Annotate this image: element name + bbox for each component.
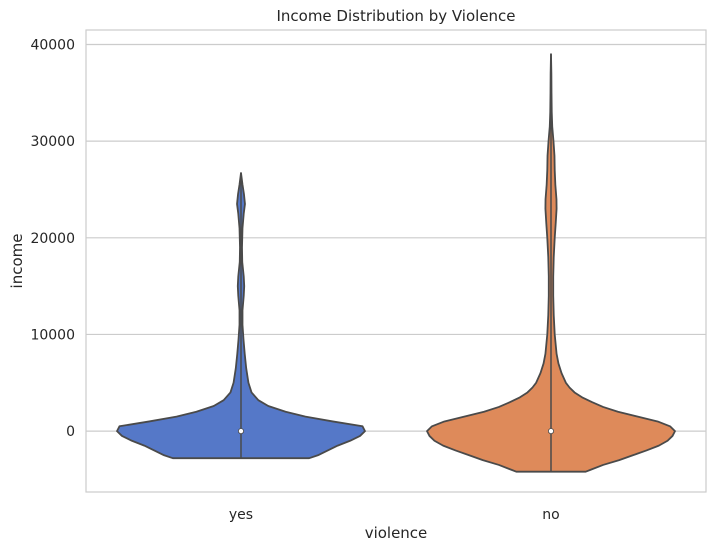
median-point-yes	[237, 428, 244, 435]
grid-lines	[86, 43, 706, 432]
y-tick-label: 30000	[30, 134, 75, 150]
x-tick-label-yes: yes	[229, 507, 253, 523]
y-tick-label: 40000	[30, 37, 75, 53]
x-tick-labels: yes no	[229, 507, 560, 523]
x-tick-label-no: no	[542, 507, 559, 523]
x-axis-title: violence	[365, 524, 428, 542]
y-tick-label: 0	[66, 424, 75, 440]
y-tick-label: 20000	[30, 231, 75, 247]
plot-frame	[85, 29, 707, 493]
y-tick-labels: 0 10000 20000 30000 40000	[30, 37, 75, 440]
median-point-no	[548, 428, 555, 435]
y-axis-title: income	[8, 234, 26, 289]
chart-title: Income Distribution by Violence	[276, 7, 515, 25]
y-tick-label: 10000	[30, 327, 75, 343]
violins	[116, 53, 676, 473]
